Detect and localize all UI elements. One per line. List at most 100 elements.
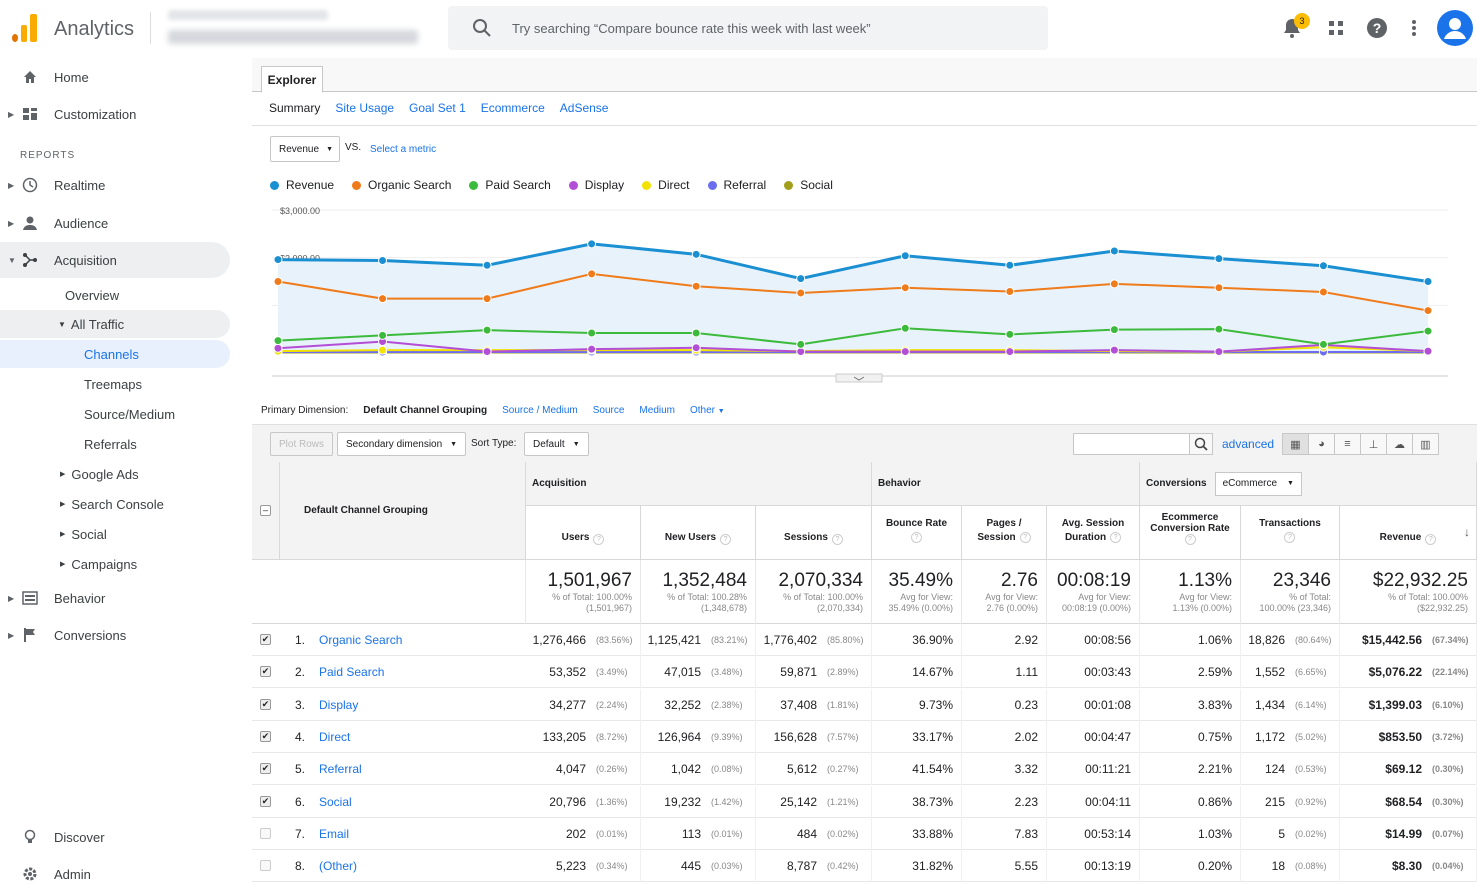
conversions-select[interactable]: eCommerce ▼ (1214, 471, 1302, 496)
sidebar-sub-overview[interactable]: Overview (65, 287, 120, 303)
row-dimension-link[interactable]: Display (319, 697, 359, 712)
data-point[interactable] (482, 294, 492, 304)
search-bar[interactable]: Try searching “Compare bounce rate this … (448, 6, 1048, 50)
account-selector[interactable] (168, 8, 438, 44)
sidebar-item-home[interactable]: Home (0, 59, 230, 95)
term-cloud-icon[interactable]: ☁ (1386, 433, 1413, 455)
data-point[interactable] (691, 249, 701, 259)
row-checkbox[interactable]: ✔ (260, 730, 271, 742)
data-point[interactable] (1005, 347, 1015, 357)
sidebar-sub-source-medium[interactable]: Source/Medium (84, 406, 176, 422)
data-point[interactable] (1214, 254, 1224, 264)
row-dimension-link[interactable]: Social (319, 794, 352, 809)
help-icon[interactable]: ? (1184, 533, 1196, 545)
comparison-view-icon[interactable]: ⊥ (1360, 433, 1387, 455)
sidebar-sub-treemaps[interactable]: Treemaps (84, 376, 143, 392)
dimension-option-source[interactable]: Source (592, 405, 625, 416)
subtab-site-usage[interactable]: Site Usage (335, 101, 395, 115)
chart-collapse-handle[interactable] (835, 373, 883, 383)
row-checkbox[interactable] (260, 860, 271, 872)
data-point[interactable] (1423, 326, 1433, 336)
sidebar-sub-search-console[interactable]: ▶ Search Console (60, 490, 164, 518)
data-point[interactable] (1318, 287, 1328, 297)
data-point[interactable] (900, 323, 910, 333)
row-checkbox[interactable]: ✔ (260, 634, 271, 645)
sidebar-sub-referrals[interactable]: Referrals (84, 436, 137, 452)
row-dimension-link[interactable]: Email (319, 826, 350, 841)
tab-explorer[interactable]: Explorer (261, 66, 323, 93)
data-point[interactable] (1423, 277, 1433, 286)
help-icon[interactable]: ? (1425, 534, 1437, 545)
sidebar-item-admin[interactable]: Admin (0, 856, 230, 885)
help-icon[interactable]: ? (1110, 531, 1122, 543)
data-point[interactable] (796, 274, 806, 284)
help-icon[interactable]: ? (831, 534, 843, 545)
metric-select[interactable]: Revenue ▼ (270, 136, 340, 162)
apps-grid-icon[interactable] (1324, 16, 1348, 40)
data-point[interactable] (273, 255, 283, 265)
sidebar-item-acquisition[interactable]: ▼ Acquisition (0, 242, 230, 278)
sidebar-item-audience[interactable]: ▶ Audience (0, 205, 230, 241)
sidebar-sub-all-traffic[interactable]: ▼ All Traffic (0, 310, 230, 338)
data-point[interactable] (796, 288, 806, 298)
data-point[interactable] (378, 256, 388, 266)
data-point[interactable] (1109, 325, 1119, 335)
data-point[interactable] (900, 251, 910, 261)
data-point[interactable] (1109, 246, 1119, 256)
pie-view-icon[interactable]: ◕ (1308, 433, 1335, 455)
select-metric-link[interactable]: Select a metric (370, 144, 437, 155)
data-point[interactable] (691, 328, 701, 338)
data-point[interactable] (1318, 261, 1328, 271)
data-point[interactable] (691, 343, 701, 353)
data-point[interactable] (1109, 345, 1119, 355)
data-point[interactable] (1214, 347, 1224, 357)
help-icon[interactable]: ? (1019, 531, 1031, 543)
row-dimension-link[interactable]: Organic Search (319, 633, 403, 647)
sidebar-sub-social[interactable]: ▶ Social (60, 520, 107, 548)
secondary-dimension-select[interactable]: Secondary dimension ▼ (337, 432, 467, 456)
data-point[interactable] (482, 347, 492, 357)
col-revenue[interactable]: Revenue? ↓ (1340, 506, 1477, 560)
select-all-checkbox[interactable]: – (260, 505, 271, 516)
data-point[interactable] (378, 345, 388, 355)
analytics-logo-icon[interactable] (12, 14, 38, 42)
avatar[interactable] (1437, 10, 1473, 46)
data-point[interactable] (587, 344, 597, 354)
sidebar-item-discover[interactable]: Discover (0, 819, 230, 855)
help-icon[interactable]: ? (593, 534, 605, 545)
col-avg-session-duration[interactable]: Avg. Session Duration? (1047, 506, 1140, 560)
data-point[interactable] (1005, 329, 1015, 339)
data-point[interactable] (1214, 283, 1224, 293)
search-icon[interactable] (1189, 433, 1213, 455)
row-dimension-link[interactable]: Direct (319, 729, 351, 744)
col-transactions[interactable]: Transactions? (1241, 506, 1340, 560)
sidebar-item-customization[interactable]: ▶ Customization (0, 96, 230, 132)
data-point[interactable] (587, 328, 597, 338)
data-point[interactable] (691, 281, 701, 291)
subtab-summary[interactable]: Summary (269, 101, 321, 115)
data-point[interactable] (273, 277, 283, 286)
sidebar-item-realtime[interactable]: ▶ Realtime (0, 167, 230, 203)
data-point[interactable] (482, 325, 492, 335)
col-sessions[interactable]: Sessions? (756, 506, 872, 560)
table-search-input[interactable] (1073, 433, 1213, 455)
data-point[interactable] (796, 339, 806, 349)
data-point[interactable] (273, 343, 283, 353)
row-checkbox[interactable]: ✔ (260, 666, 271, 678)
sidebar-sub-channels[interactable]: Channels (0, 340, 230, 368)
help-icon[interactable]: ? (1284, 531, 1296, 543)
sidebar-item-conversions[interactable]: ▶ Conversions (0, 617, 230, 653)
performance-view-icon[interactable]: ≡ (1334, 433, 1361, 455)
row-checkbox[interactable]: ✔ (260, 698, 271, 710)
data-point[interactable] (1005, 260, 1015, 270)
subtab-ecommerce[interactable]: Ecommerce (480, 101, 545, 115)
data-point[interactable] (1214, 324, 1224, 334)
sort-desc-arrow-icon[interactable]: ↓ (1464, 525, 1470, 539)
row-checkbox[interactable]: ✔ (260, 763, 271, 775)
col-bounce-rate[interactable]: Bounce Rate? (872, 506, 962, 560)
row-dimension-link[interactable]: Paid Search (319, 665, 385, 680)
dimension-option-medium[interactable]: Medium (639, 405, 675, 416)
subtab-goal-set-1[interactable]: Goal Set 1 (409, 101, 466, 115)
sidebar-sub-google-ads[interactable]: ▶ Google Ads (60, 460, 139, 488)
table-view-icon[interactable]: ▦ (1282, 433, 1309, 455)
